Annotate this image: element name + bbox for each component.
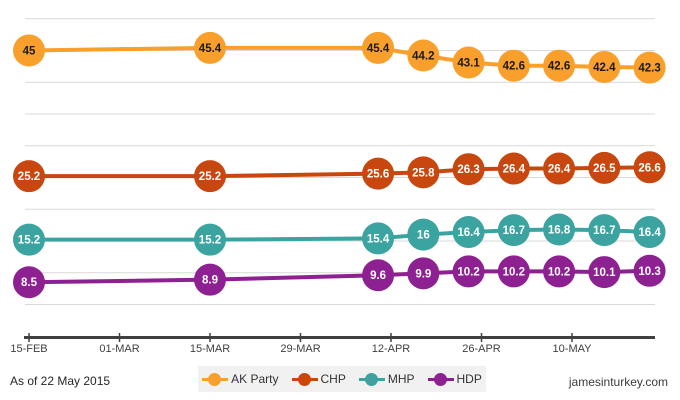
- data-point-label: 16: [417, 230, 430, 242]
- x-tick-label: 12-APR: [371, 343, 411, 355]
- legend: AK Party CHP MHP HDP: [198, 366, 486, 392]
- legend-marker-hdp-icon: [427, 372, 454, 386]
- data-point-chp: [362, 157, 395, 190]
- data-point-label: 45.4: [199, 43, 222, 55]
- legend-item-mhp: MHP: [358, 372, 415, 386]
- data-point-ak-party: [452, 46, 485, 79]
- data-point-ak-party: [497, 49, 530, 82]
- data-point-ak-party: [362, 31, 395, 64]
- data-point-label: 10.3: [638, 266, 660, 278]
- legend-item-chp: CHP: [291, 372, 346, 386]
- x-tick-label: 10-MAY: [552, 343, 592, 355]
- data-point-mhp: [194, 223, 226, 256]
- data-point-label: 10.2: [457, 266, 479, 278]
- data-point-ak-party: [588, 50, 621, 83]
- legend-item-ak-party: AK Party: [202, 372, 279, 386]
- data-point-label: 26.4: [548, 164, 571, 176]
- data-point-label: 26.4: [503, 164, 526, 176]
- data-point-chp: [407, 156, 440, 189]
- data-point-label: 8.9: [202, 275, 218, 287]
- data-point-chp: [497, 152, 530, 185]
- data-point-label: 25.2: [199, 171, 221, 183]
- data-point-chp: [452, 153, 485, 186]
- data-point-label: 44.2: [412, 51, 434, 63]
- data-point-hdp: [452, 255, 485, 288]
- as-of-note: As of 22 May 2015: [10, 374, 111, 388]
- data-point-label: 10.2: [548, 266, 570, 278]
- data-point-label: 8.5: [21, 277, 38, 289]
- data-point-label: 10.2: [503, 266, 525, 278]
- data-point-hdp: [497, 255, 530, 288]
- x-tick-label: 15-MAR: [189, 343, 231, 355]
- data-point-label: 15.2: [199, 235, 221, 247]
- data-point-ak-party: [194, 31, 226, 64]
- data-point-chp: [588, 151, 621, 184]
- x-tick-label: 15-FEB: [10, 343, 48, 355]
- data-point-label: 42.4: [593, 62, 616, 74]
- data-point-label: 43.1: [457, 58, 480, 70]
- legend-label: HDP: [456, 372, 482, 386]
- data-point-label: 10.1: [593, 267, 616, 279]
- legend-label: CHP: [320, 372, 346, 386]
- data-point-ak-party: [407, 39, 440, 72]
- data-point-label: 25.8: [412, 167, 435, 179]
- data-point-hdp: [362, 259, 395, 292]
- data-point-label: 25.6: [367, 169, 389, 181]
- data-point-chp: [13, 160, 45, 193]
- data-point-hdp: [588, 256, 621, 289]
- data-point-ak-party: [13, 34, 45, 67]
- x-tick-label: 29-MAR: [280, 343, 321, 355]
- data-point-label: 16.7: [593, 225, 615, 237]
- data-point-mhp: [13, 223, 45, 256]
- data-point-ak-party: [633, 51, 666, 84]
- data-point-hdp: [633, 254, 666, 287]
- data-point-label: 42.6: [503, 61, 525, 73]
- data-point-label: 9.6: [370, 270, 386, 282]
- data-point-mhp: [543, 213, 576, 246]
- data-point-chp: [543, 152, 576, 185]
- data-point-label: 26.5: [593, 163, 616, 175]
- data-point-hdp: [407, 257, 440, 290]
- chart-plot-area: 45 45.4 45.4 44.2 43.1 42.6 42.6 42.4 42.3 25.2 25…: [13, 18, 666, 342]
- source-credit: jamesinturkey.com: [568, 375, 668, 389]
- data-point-label: 16.4: [457, 227, 480, 239]
- legend-item-hdp: HDP: [427, 372, 482, 386]
- data-point-label: 26.6: [638, 162, 660, 174]
- data-point-label: 15.2: [18, 235, 40, 247]
- data-point-mhp: [633, 216, 666, 249]
- data-point-label: 16.4: [638, 227, 661, 239]
- data-point-label: 26.3: [457, 164, 479, 176]
- data-point-label: 45.4: [367, 43, 390, 55]
- data-point-label: 42.6: [548, 61, 570, 73]
- data-point-mhp: [407, 218, 440, 251]
- data-point-hdp: [194, 263, 226, 296]
- data-point-label: 42.3: [638, 63, 660, 75]
- data-point-chp: [194, 160, 226, 193]
- data-point-mhp: [588, 214, 621, 247]
- data-point-ak-party: [543, 49, 576, 82]
- data-point-mhp: [362, 222, 395, 255]
- data-point-label: 16.7: [503, 225, 525, 237]
- legend-marker-mhp-icon: [358, 372, 385, 386]
- data-point-hdp: [13, 266, 45, 299]
- data-point-mhp: [497, 214, 530, 247]
- data-point-label: 15.4: [367, 233, 390, 245]
- legend-marker-ak-party-icon: [202, 372, 229, 386]
- legend-label: AK Party: [231, 372, 279, 386]
- data-point-chp: [633, 151, 666, 184]
- legend-marker-chp-icon: [291, 372, 318, 386]
- legend-label: MHP: [387, 372, 415, 386]
- data-point-label: 45: [23, 45, 36, 57]
- data-point-label: 25.2: [18, 171, 40, 183]
- data-point-label: 16.8: [548, 225, 571, 237]
- x-tick-label: 26-APR: [462, 343, 501, 355]
- data-point-label: 9.9: [415, 268, 431, 280]
- data-point-mhp: [452, 216, 485, 249]
- data-point-hdp: [543, 255, 576, 288]
- x-tick-label: 01-MAR: [99, 343, 140, 355]
